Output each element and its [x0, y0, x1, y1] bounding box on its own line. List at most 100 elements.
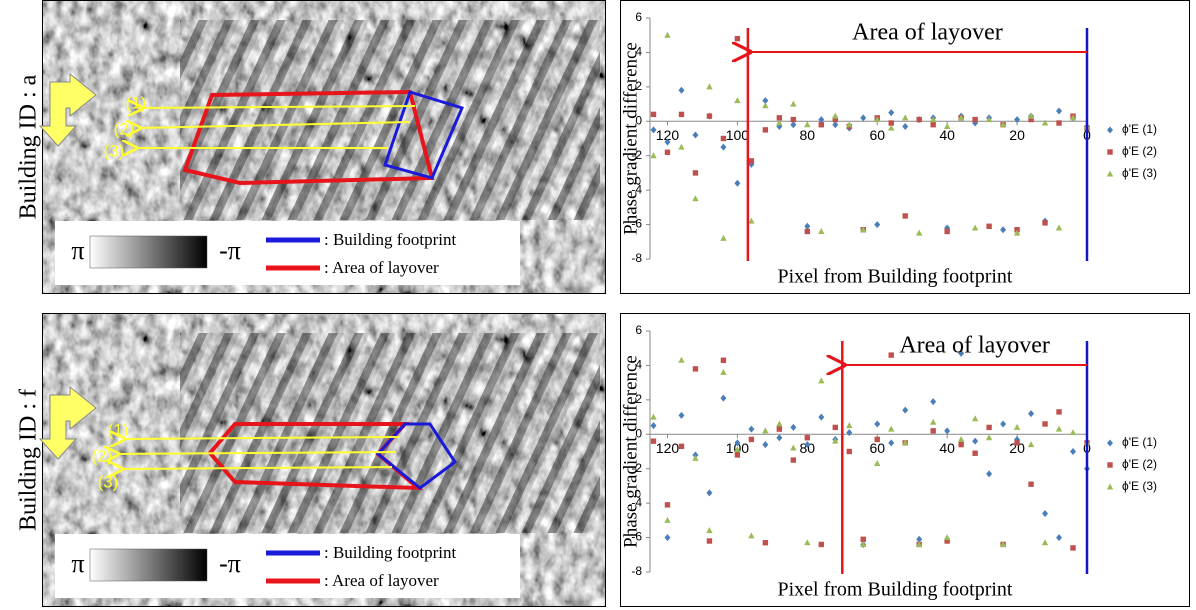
point [707, 113, 712, 118]
point [958, 442, 963, 447]
image-panel: Building ID : a (1) (2) (3) π -π : Building fo… [16, 0, 607, 294]
legend-label: ϕ'E (2) [1122, 457, 1157, 471]
point [889, 352, 894, 357]
profile-label: (2) [114, 119, 135, 138]
point [1056, 409, 1061, 414]
layover-legend: : Area of layover [324, 258, 439, 277]
point [930, 122, 935, 127]
x-tick-label: 100 [726, 127, 750, 143]
x-tick-label: 60 [869, 127, 885, 143]
x-axis-label: Pixel from Building footprint [778, 266, 1013, 288]
point [693, 366, 698, 371]
legend-label: ϕ'E (3) [1122, 166, 1157, 180]
page: {"images": [ {"side_label": "Building ID… [0, 0, 1196, 610]
y-tick-label: -8 [631, 251, 642, 265]
point [1042, 421, 1047, 426]
point [763, 540, 768, 545]
point [693, 170, 698, 175]
footprint-legend: : Building footprint [324, 543, 457, 562]
legend-label: ϕ'E (3) [1122, 479, 1157, 493]
point [721, 136, 726, 141]
profile-label: (1) [126, 93, 147, 112]
point [791, 457, 796, 462]
point [972, 117, 977, 122]
side-label: Building ID : f [16, 389, 42, 531]
annotation: Area of layover [899, 333, 1050, 359]
point [651, 438, 656, 443]
point [679, 444, 684, 449]
profile-label: (3) [104, 141, 125, 160]
point [972, 451, 977, 456]
layover-legend: : Area of layover [324, 571, 439, 590]
figure: Building ID : a (1) (2) (3) π -π : Building fo… [0, 0, 1196, 610]
phase-fringes [180, 333, 600, 533]
point [1014, 440, 1019, 445]
footprint-legend: : Building footprint [324, 230, 457, 249]
point [749, 158, 754, 163]
legend-marker [1107, 462, 1112, 467]
y-tick-label: 6 [635, 323, 642, 337]
x-tick-label: 80 [800, 127, 816, 143]
point [903, 213, 908, 218]
annotation: Area of layover [852, 20, 1003, 46]
point [763, 127, 768, 132]
profile-label: (3) [98, 472, 119, 491]
point [875, 437, 880, 442]
chart-panels: -8-6-4-20246120100806040200Area of layov… [620, 1, 1189, 607]
point [777, 426, 782, 431]
point [916, 117, 921, 122]
point [986, 224, 991, 229]
y-tick-label: -8 [631, 564, 642, 578]
x-tick-label: 120 [656, 440, 680, 456]
x-axis-label: Pixel from Building footprint [778, 579, 1013, 601]
phase-high: π [71, 236, 84, 265]
point [707, 538, 712, 543]
legend-label: ϕ'E (2) [1122, 144, 1157, 158]
legend-label: ϕ'E (1) [1122, 435, 1157, 449]
x-tick-label: 40 [939, 440, 955, 456]
chart: -8-6-4-20246120100806040200Area of layov… [620, 314, 1189, 607]
point [847, 449, 852, 454]
point [930, 428, 935, 433]
side-label: Building ID : a [16, 74, 42, 219]
point [749, 437, 754, 442]
x-tick-label: 20 [1009, 127, 1025, 143]
x-tick-label: 40 [939, 127, 955, 143]
image-panel: Building ID : f (1) (2) (3) π -π : Building fo… [16, 313, 607, 607]
image-panels: Building ID : a (1) (2) (3) π -π : Building fo… [16, 0, 607, 607]
point [735, 452, 740, 457]
y-axis-label: Phase gradient difference [620, 355, 641, 548]
point [791, 117, 796, 122]
point [944, 229, 949, 234]
phase-colorbar [90, 236, 207, 268]
point [651, 112, 656, 117]
point [819, 122, 824, 127]
profile-label: (2) [92, 446, 113, 465]
legend-marker [1107, 149, 1112, 154]
y-axis-label: Phase gradient difference [620, 42, 641, 235]
point [665, 150, 670, 155]
point [986, 425, 991, 430]
phase-low: -π [219, 549, 241, 578]
point [805, 229, 810, 234]
profile-label: (1) [108, 420, 129, 439]
point [833, 425, 838, 430]
phase-low: -π [219, 236, 241, 265]
point [1042, 220, 1047, 225]
chart: -8-6-4-20246120100806040200Area of layov… [620, 1, 1189, 294]
y-tick-label: 6 [635, 10, 642, 24]
point [1056, 120, 1061, 125]
point [665, 502, 670, 507]
point [805, 435, 810, 440]
point [1070, 545, 1075, 550]
point [819, 542, 824, 547]
point [721, 358, 726, 363]
phase-fringes [180, 20, 600, 220]
legend-label: ϕ'E (1) [1122, 122, 1157, 136]
x-tick-label: 60 [869, 440, 885, 456]
point [679, 112, 684, 117]
point [1028, 482, 1033, 487]
point [735, 36, 740, 41]
phase-high: π [71, 549, 84, 578]
phase-colorbar [90, 549, 207, 581]
